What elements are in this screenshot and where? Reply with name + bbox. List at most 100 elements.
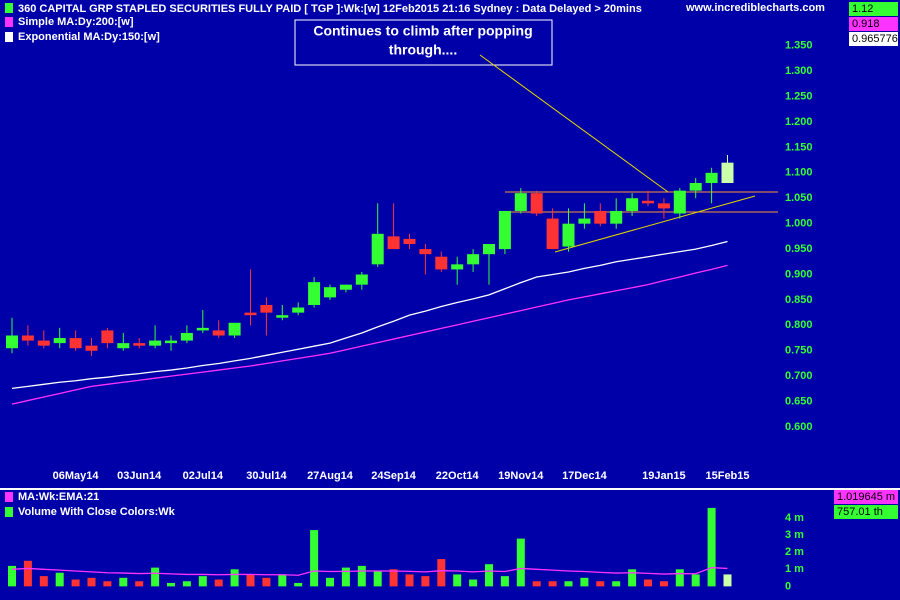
volume-bar: [628, 569, 637, 587]
value-box: [834, 490, 898, 504]
legend-label: MA:Wk:EMA:21: [18, 491, 99, 503]
candle-body: [721, 162, 734, 183]
y-tick-label: 1.200: [785, 116, 813, 128]
candle-body: [21, 335, 34, 341]
volume-bar: [341, 567, 350, 587]
ma-line: [11, 264, 728, 405]
y-tick-label: 1.000: [785, 218, 813, 230]
volume-bar: [262, 577, 271, 587]
legend-swatch: [5, 17, 13, 27]
candle-body: [642, 200, 654, 204]
candle-body: [673, 190, 686, 214]
y-tick-label: 0.800: [785, 319, 813, 331]
candle-body: [260, 305, 273, 313]
volume-bar: [437, 559, 446, 587]
x-tick-label: 19Jan15: [642, 470, 685, 482]
volume-bar: [55, 572, 64, 587]
legend-label: Volume With Close Colors:Wk: [18, 506, 176, 518]
annotation-text: Continues to climb after popping: [313, 23, 532, 39]
candle-body: [705, 172, 718, 183]
volume-bar: [151, 567, 160, 587]
volume-bar: [469, 579, 478, 587]
y-tick-label: 1.150: [785, 141, 813, 153]
volume-bar: [71, 579, 80, 587]
candle-body: [117, 343, 130, 349]
candle-body: [514, 193, 527, 211]
candle-body: [610, 210, 623, 224]
volume-bar: [389, 569, 398, 587]
volume-bar: [516, 538, 525, 587]
x-tick-label: 22Oct14: [436, 470, 480, 482]
volume-bar: [230, 569, 239, 587]
y-tick-label: 2 m: [785, 546, 804, 558]
chart-header: 360 CAPITAL GRP STAPLED SECURITIES FULLY…: [18, 3, 642, 15]
volume-bar: [23, 560, 32, 587]
x-tick-label: 02Jul14: [183, 470, 224, 482]
y-tick-label: 0.600: [785, 421, 813, 433]
volume-bar: [675, 569, 684, 587]
y-tick-label: 1.100: [785, 167, 813, 179]
volume-bar: [214, 579, 223, 587]
volume-bar: [87, 577, 96, 587]
x-tick-label: 17Dec14: [562, 470, 608, 482]
volume-bar: [103, 581, 112, 587]
volume-bar: [119, 577, 128, 587]
candle-body: [308, 282, 321, 305]
value-box-label: 0.965776: [852, 33, 898, 45]
candle-body: [498, 210, 511, 250]
candle-body: [562, 223, 575, 247]
volume-bar: [135, 581, 144, 587]
y-tick-label: 1.350: [785, 40, 813, 52]
candle-body: [578, 218, 591, 224]
x-tick-label: 03Jun14: [117, 470, 162, 482]
legend-label: Simple MA:Dy:200:[w]: [18, 16, 134, 28]
candle-body: [6, 335, 18, 349]
y-tick-label: 0: [785, 580, 791, 592]
y-tick-label: 1 m: [785, 563, 804, 575]
value-box: [849, 2, 898, 16]
candle-body: [133, 343, 146, 346]
y-tick-label: 0.650: [785, 395, 813, 407]
volume-bar: [39, 576, 48, 587]
volume-bar: [500, 576, 509, 587]
candle-body: [339, 284, 352, 290]
volume-bar: [453, 574, 462, 587]
volume-bar: [246, 574, 255, 587]
legend-swatch: [5, 492, 13, 502]
volume-bar: [405, 574, 414, 587]
candle-body: [53, 338, 66, 344]
candle-body: [276, 315, 289, 318]
candle-body: [324, 287, 336, 298]
x-tick-label: 27Aug14: [307, 470, 354, 482]
volume-bar: [8, 565, 16, 587]
volume-bar: [198, 576, 207, 587]
value-box-label: 1.019645 m: [837, 491, 895, 503]
candle-body: [530, 193, 543, 214]
value-box-label: 0.918: [852, 18, 880, 30]
candle-body: [228, 322, 241, 336]
candle-body: [292, 307, 305, 313]
annotation-arrow: [479, 54, 669, 193]
candle-body: [101, 330, 114, 344]
volume-bar: [707, 507, 716, 587]
candle-body: [435, 256, 448, 270]
candle-body: [196, 327, 209, 331]
y-tick-label: 0.700: [785, 370, 813, 382]
y-tick-label: 1.250: [785, 90, 813, 102]
site-name: www.incrediblecharts.com: [685, 2, 825, 14]
candle-body: [451, 264, 464, 270]
candle-body: [467, 254, 480, 265]
header-marker: [5, 3, 13, 13]
candle-body: [165, 340, 177, 344]
x-tick-label: 30Jul14: [246, 470, 287, 482]
x-tick-label: 24Sep14: [371, 470, 417, 482]
legend-swatch: [5, 507, 13, 517]
x-tick-label: 06May14: [53, 470, 100, 482]
volume-bar: [421, 576, 430, 587]
candle-body: [403, 238, 416, 244]
volume-bar: [532, 581, 541, 587]
legend-swatch: [5, 32, 13, 42]
volume-bar: [659, 581, 668, 587]
